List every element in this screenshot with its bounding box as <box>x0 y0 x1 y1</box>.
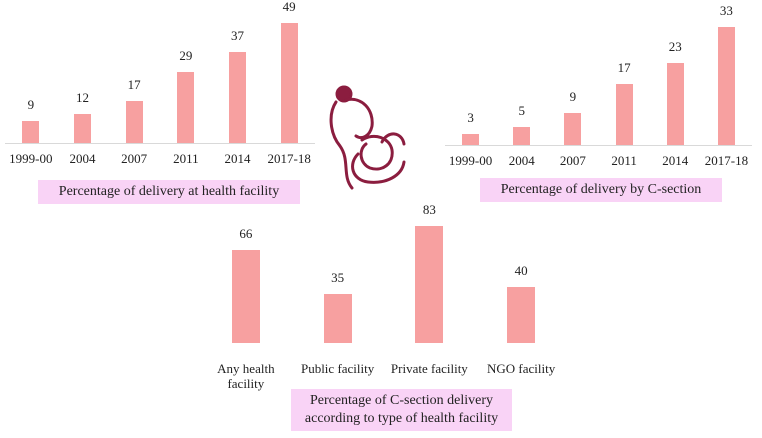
category-label: 1999-00 <box>448 153 493 168</box>
value-label: 9 <box>27 96 35 112</box>
bar <box>615 84 633 145</box>
category-label: 2011 <box>611 153 637 168</box>
value-label: 17 <box>617 60 631 76</box>
bar <box>462 134 480 145</box>
bar <box>666 62 684 145</box>
bar <box>22 120 40 143</box>
category-label: 2017-18 <box>704 153 749 168</box>
bar <box>231 249 260 343</box>
chart-caption: Percentage of delivery by C-section <box>480 178 722 202</box>
chart-caption: Percentage of C-section delivery accordi… <box>291 389 512 431</box>
value-label: 33 <box>719 3 733 18</box>
category-label: 2011 <box>173 151 199 166</box>
bar <box>415 226 444 343</box>
category-label: Private facility <box>390 361 468 376</box>
value-label: 37 <box>231 28 244 44</box>
value-label: 40 <box>514 262 528 278</box>
bar <box>717 27 735 145</box>
category-label: Any health facility <box>217 361 275 391</box>
category-label: 2007 <box>559 153 586 168</box>
value-label: 9 <box>569 88 577 104</box>
baseline <box>445 145 752 146</box>
bar <box>323 293 352 343</box>
category-label: NGO facility <box>487 361 556 376</box>
bar <box>177 71 195 143</box>
value-label: 5 <box>518 103 526 119</box>
value-label: 29 <box>179 47 193 63</box>
category-label: 2014 <box>224 151 251 166</box>
category-label: 1999-00 <box>9 151 53 166</box>
category-label: 2007 <box>121 151 148 166</box>
category-label: 2004 <box>508 153 535 168</box>
bar <box>507 286 536 343</box>
value-label: 3 <box>467 110 474 126</box>
chart-caption: Percentage of delivery at health facilit… <box>38 180 300 204</box>
value-label: 83 <box>422 202 436 217</box>
category-label: 2017-18 <box>267 151 311 166</box>
category-label: 2014 <box>662 153 689 168</box>
bar <box>229 52 246 143</box>
category-label: Public facility <box>300 361 375 376</box>
value-label: 17 <box>127 77 141 93</box>
value-label: 35 <box>331 269 345 285</box>
mother-baby-icon <box>329 85 406 190</box>
bar <box>280 23 298 143</box>
value-label: 23 <box>668 38 682 54</box>
category-label: 2004 <box>69 151 96 166</box>
baseline <box>5 143 315 144</box>
bar <box>513 127 531 145</box>
value-label: 12 <box>76 89 89 105</box>
value-label: 66 <box>239 225 253 241</box>
value-label: 49 <box>282 0 296 14</box>
bar <box>564 112 582 145</box>
bar <box>125 101 143 143</box>
bar <box>74 113 91 143</box>
